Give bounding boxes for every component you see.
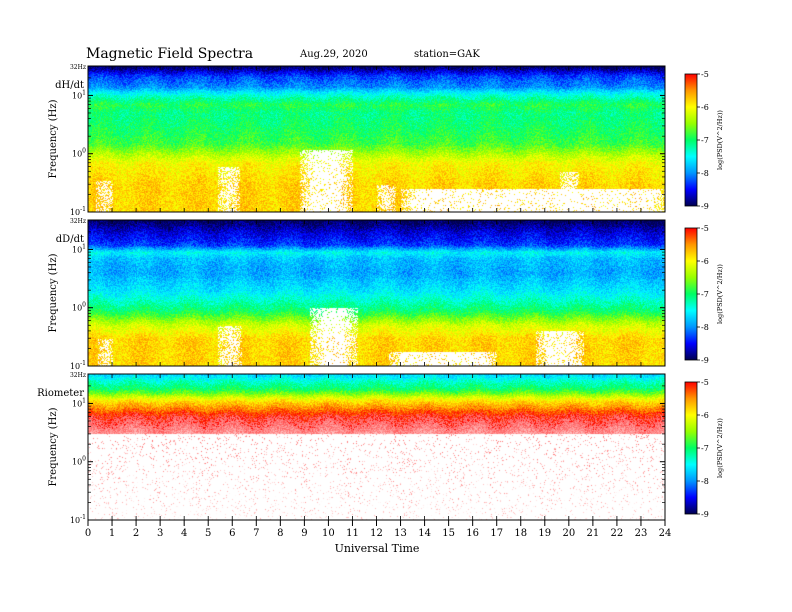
- y-tick-label: 10-1: [70, 206, 86, 217]
- colorbar-tick-label: -9: [701, 356, 709, 365]
- x-tick-label: 1: [109, 528, 115, 539]
- colorbar-gradient: [684, 381, 698, 515]
- x-tick-label: 8: [277, 528, 283, 539]
- y-axis-label: Frequency (Hz): [48, 407, 59, 486]
- x-tick-label: 12: [370, 528, 383, 539]
- x-tick-label: 4: [181, 528, 187, 539]
- x-tick-label: 2: [133, 528, 139, 539]
- y-tick-label: 100: [72, 302, 86, 313]
- panel-label: dH/dt: [55, 80, 84, 91]
- x-tick-label: 20: [562, 528, 575, 539]
- y-tick-label: 32Hz: [70, 64, 86, 71]
- y-tick-label: 10-1: [70, 360, 86, 371]
- spectrogram-image: [88, 66, 665, 212]
- x-tick-label: 22: [611, 528, 624, 539]
- colorbar-tick-label: -6: [701, 411, 709, 420]
- spectrogram-image: [88, 374, 665, 520]
- colorbar-tick-label: -6: [701, 257, 709, 266]
- x-axis: 0 1 2 3 4 5 6 7 8 9 10 11 12 13 14 15 16 17 18 19 20 21 22 23 24: [85, 520, 672, 539]
- y-tick-label: 10-1: [70, 514, 86, 525]
- colorbar-tick-label: -7: [701, 136, 709, 145]
- colorbar: -5 -6 -7 -8 -9 log(PSD(V^2/Hz)): [684, 70, 724, 211]
- colorbar-tick-label: -8: [701, 323, 709, 332]
- colorbar-gradient: [684, 73, 698, 207]
- x-tick-label: 11: [346, 528, 359, 539]
- x-tick-label: 13: [394, 528, 407, 539]
- x-tick-label: 0: [85, 528, 91, 539]
- spectrogram-image: [88, 220, 665, 366]
- colorbar-tick-label: -6: [701, 103, 709, 112]
- colorbar-tick-label: -7: [701, 444, 709, 453]
- x-axis-label: Universal Time: [335, 542, 420, 555]
- colorbar-tick-label: -8: [701, 477, 709, 486]
- x-tick-label: 10: [322, 528, 335, 539]
- colorbar-tick-label: -7: [701, 290, 709, 299]
- colorbar-label: log(PSD(V^2/Hz)): [716, 110, 724, 170]
- y-tick-label: 32Hz: [70, 218, 86, 225]
- x-tick-label: 19: [538, 528, 551, 539]
- x-tick-label: 3: [157, 528, 163, 539]
- colorbar-gradient: [684, 227, 698, 361]
- y-tick-label: 100: [72, 148, 86, 159]
- date-label: Aug.29, 2020: [299, 49, 368, 60]
- y-axis-label: Frequency (Hz): [48, 253, 59, 332]
- figure-title: Magnetic Field Spectra: [86, 46, 253, 62]
- station-label: station=GAK: [414, 49, 480, 60]
- colorbar-tick-label: -9: [701, 510, 709, 519]
- panel-3: Riometer 32Hz 101 100 10-1 Frequency (Hz) -5 -6…: [37, 372, 724, 525]
- x-tick-label: 23: [635, 528, 648, 539]
- panel-label: Riometer: [37, 388, 84, 399]
- x-tick-label: 18: [514, 528, 527, 539]
- colorbar: -5 -6 -7 -8 -9 log(PSD(V^2/Hz)): [684, 224, 724, 365]
- panel-label: dD/dt: [56, 234, 84, 245]
- y-tick-label: 101: [72, 243, 86, 254]
- x-tick-label: 17: [490, 528, 503, 539]
- x-tick-label: 24: [659, 528, 672, 539]
- y-axis-label: Frequency (Hz): [48, 99, 59, 178]
- colorbar-tick-label: -5: [701, 70, 709, 79]
- x-tick-label: 5: [205, 528, 211, 539]
- x-tick-label: 14: [418, 528, 431, 539]
- x-tick-label: 6: [229, 528, 235, 539]
- colorbar-tick-label: -5: [701, 378, 709, 387]
- x-tick-label: 9: [301, 528, 307, 539]
- x-tick-label: 21: [587, 528, 600, 539]
- x-tick-label: 15: [442, 528, 455, 539]
- colorbar-label: log(PSD(V^2/Hz)): [716, 418, 724, 478]
- colorbar-label: log(PSD(V^2/Hz)): [716, 264, 724, 324]
- colorbar-tick-label: -5: [701, 224, 709, 233]
- y-tick-label: 101: [72, 89, 86, 100]
- colorbar-tick-label: -8: [701, 169, 709, 178]
- x-tick-label: 16: [466, 528, 479, 539]
- colorbar-tick-label: -9: [701, 202, 709, 211]
- y-tick-label: 101: [72, 397, 86, 408]
- colorbar: -5 -6 -7 -8 -9 log(PSD(V^2/Hz)): [684, 378, 724, 519]
- x-tick-label: 7: [253, 528, 259, 539]
- y-tick-label: 100: [72, 456, 86, 467]
- y-tick-label: 32Hz: [70, 372, 86, 379]
